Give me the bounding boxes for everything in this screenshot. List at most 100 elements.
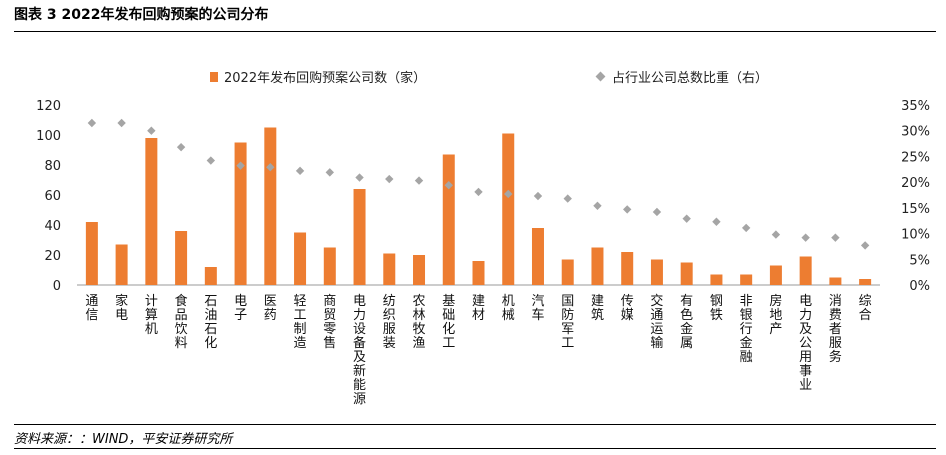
category-label: 纺织服装	[383, 294, 396, 351]
share-marker	[295, 166, 305, 176]
category-label: 交通运输	[650, 293, 663, 351]
category-label: 食品饮料	[175, 293, 188, 351]
share-marker	[206, 156, 216, 165]
category-label: 非银行金融	[740, 294, 753, 365]
share-marker	[147, 126, 156, 135]
category-label: 电子	[234, 294, 247, 323]
category-label: 综合	[859, 294, 872, 323]
category-label: 建筑	[591, 294, 604, 323]
bar	[799, 256, 812, 285]
y-right-tick-label: 15%	[901, 202, 930, 217]
y-left-tick-label: 100	[36, 129, 61, 144]
end-divider	[14, 448, 936, 449]
legend-marker-label: 占行业公司总数比重（右）	[612, 70, 768, 86]
top-divider	[14, 31, 936, 32]
bar	[859, 279, 872, 285]
share-marker	[860, 241, 870, 250]
bar	[204, 267, 217, 285]
y-right-tick-label: 5%	[909, 253, 930, 268]
share-marker	[504, 189, 513, 199]
bar	[472, 261, 485, 285]
share-marker	[771, 230, 781, 239]
share-marker	[712, 217, 721, 226]
share-marker	[682, 214, 691, 223]
share-marker	[741, 223, 751, 233]
y-left-tick-label: 20	[44, 249, 61, 264]
bar	[561, 259, 574, 285]
y-left-tick-label: 120	[36, 99, 61, 114]
category-label: 轻工制造	[294, 294, 307, 351]
share-marker	[87, 118, 97, 128]
category-label: 电力设备及新能源	[353, 294, 366, 407]
category-label: 计算机	[145, 294, 158, 337]
bar	[531, 228, 544, 285]
source-note: 资料来源：：WIND，平安证券研究所	[14, 432, 233, 447]
bar	[264, 127, 277, 285]
category-label: 农林牧渔	[413, 294, 426, 351]
bars	[85, 127, 872, 285]
y-right-tick-label: 0%	[909, 279, 930, 294]
share-marker	[414, 176, 424, 185]
share-marker	[593, 201, 602, 210]
share-marker	[652, 207, 662, 217]
bar	[442, 154, 455, 285]
bar	[591, 247, 604, 285]
y-right-tick-label: 20%	[901, 176, 930, 191]
y-left-tick-label: 60	[44, 189, 61, 204]
category-label: 国防军工	[561, 294, 574, 351]
bar	[85, 222, 98, 285]
bar	[413, 255, 426, 285]
bar	[502, 133, 515, 285]
y-right-tick-label: 30%	[901, 125, 930, 140]
share-marker	[236, 161, 245, 170]
bottom-divider	[14, 424, 936, 425]
y-right-tick-label: 25%	[901, 150, 930, 165]
category-label: 钢铁	[710, 294, 723, 323]
share-marker	[831, 233, 840, 242]
share-marker	[533, 191, 543, 201]
category-label: 基础化工	[442, 294, 455, 351]
share-marker	[563, 194, 572, 203]
bar	[383, 253, 396, 285]
share-marker	[266, 163, 275, 172]
bar	[115, 244, 128, 285]
category-label: 家电	[115, 293, 128, 323]
category-label: 机械	[502, 294, 515, 323]
chart-title: 图表 3 2022年发布回购预案的公司分布	[14, 7, 269, 23]
category-label: 传媒	[621, 294, 634, 323]
category-label: 有色金属	[680, 294, 693, 351]
legend-bar-label: 2022年发布回购预案公司数（家）	[224, 70, 426, 86]
bar	[769, 265, 782, 285]
share-marker	[176, 142, 186, 152]
share-marker	[623, 205, 632, 214]
share-marker	[474, 187, 483, 197]
share-marker	[385, 174, 394, 184]
category-label: 消费者服务	[829, 294, 842, 365]
category-label: 石油石化	[204, 294, 217, 351]
y-left-tick-label: 40	[44, 219, 61, 234]
y-right-tick-label: 10%	[901, 228, 930, 243]
bar	[323, 247, 336, 285]
bar	[353, 189, 366, 285]
bar	[621, 252, 634, 285]
axes: 0 20 40 60 80 100 120 0% 5% 10% 15% 20% 25% 30% 35%	[36, 99, 930, 294]
category-label: 电力及公用事业	[799, 294, 812, 393]
category-label: 商贸零售	[323, 294, 336, 351]
legend-marker-swatch	[595, 71, 606, 82]
share-marker	[801, 233, 810, 242]
category-label: 通信	[85, 294, 98, 323]
legend-bar-swatch	[210, 72, 218, 82]
category-label: 建材	[472, 294, 485, 323]
share-marker	[325, 168, 334, 177]
bar	[710, 274, 723, 285]
y-left-tick-label: 80	[44, 159, 61, 174]
bar	[175, 231, 188, 285]
markers	[87, 118, 870, 250]
bar	[650, 259, 663, 285]
y-left-tick-label: 0	[53, 279, 61, 294]
category-label: 房地产	[769, 293, 782, 337]
bar	[294, 232, 307, 285]
legend: 2022年发布回购预案公司数（家） 占行业公司总数比重（右）	[210, 70, 768, 86]
bar	[680, 262, 693, 285]
